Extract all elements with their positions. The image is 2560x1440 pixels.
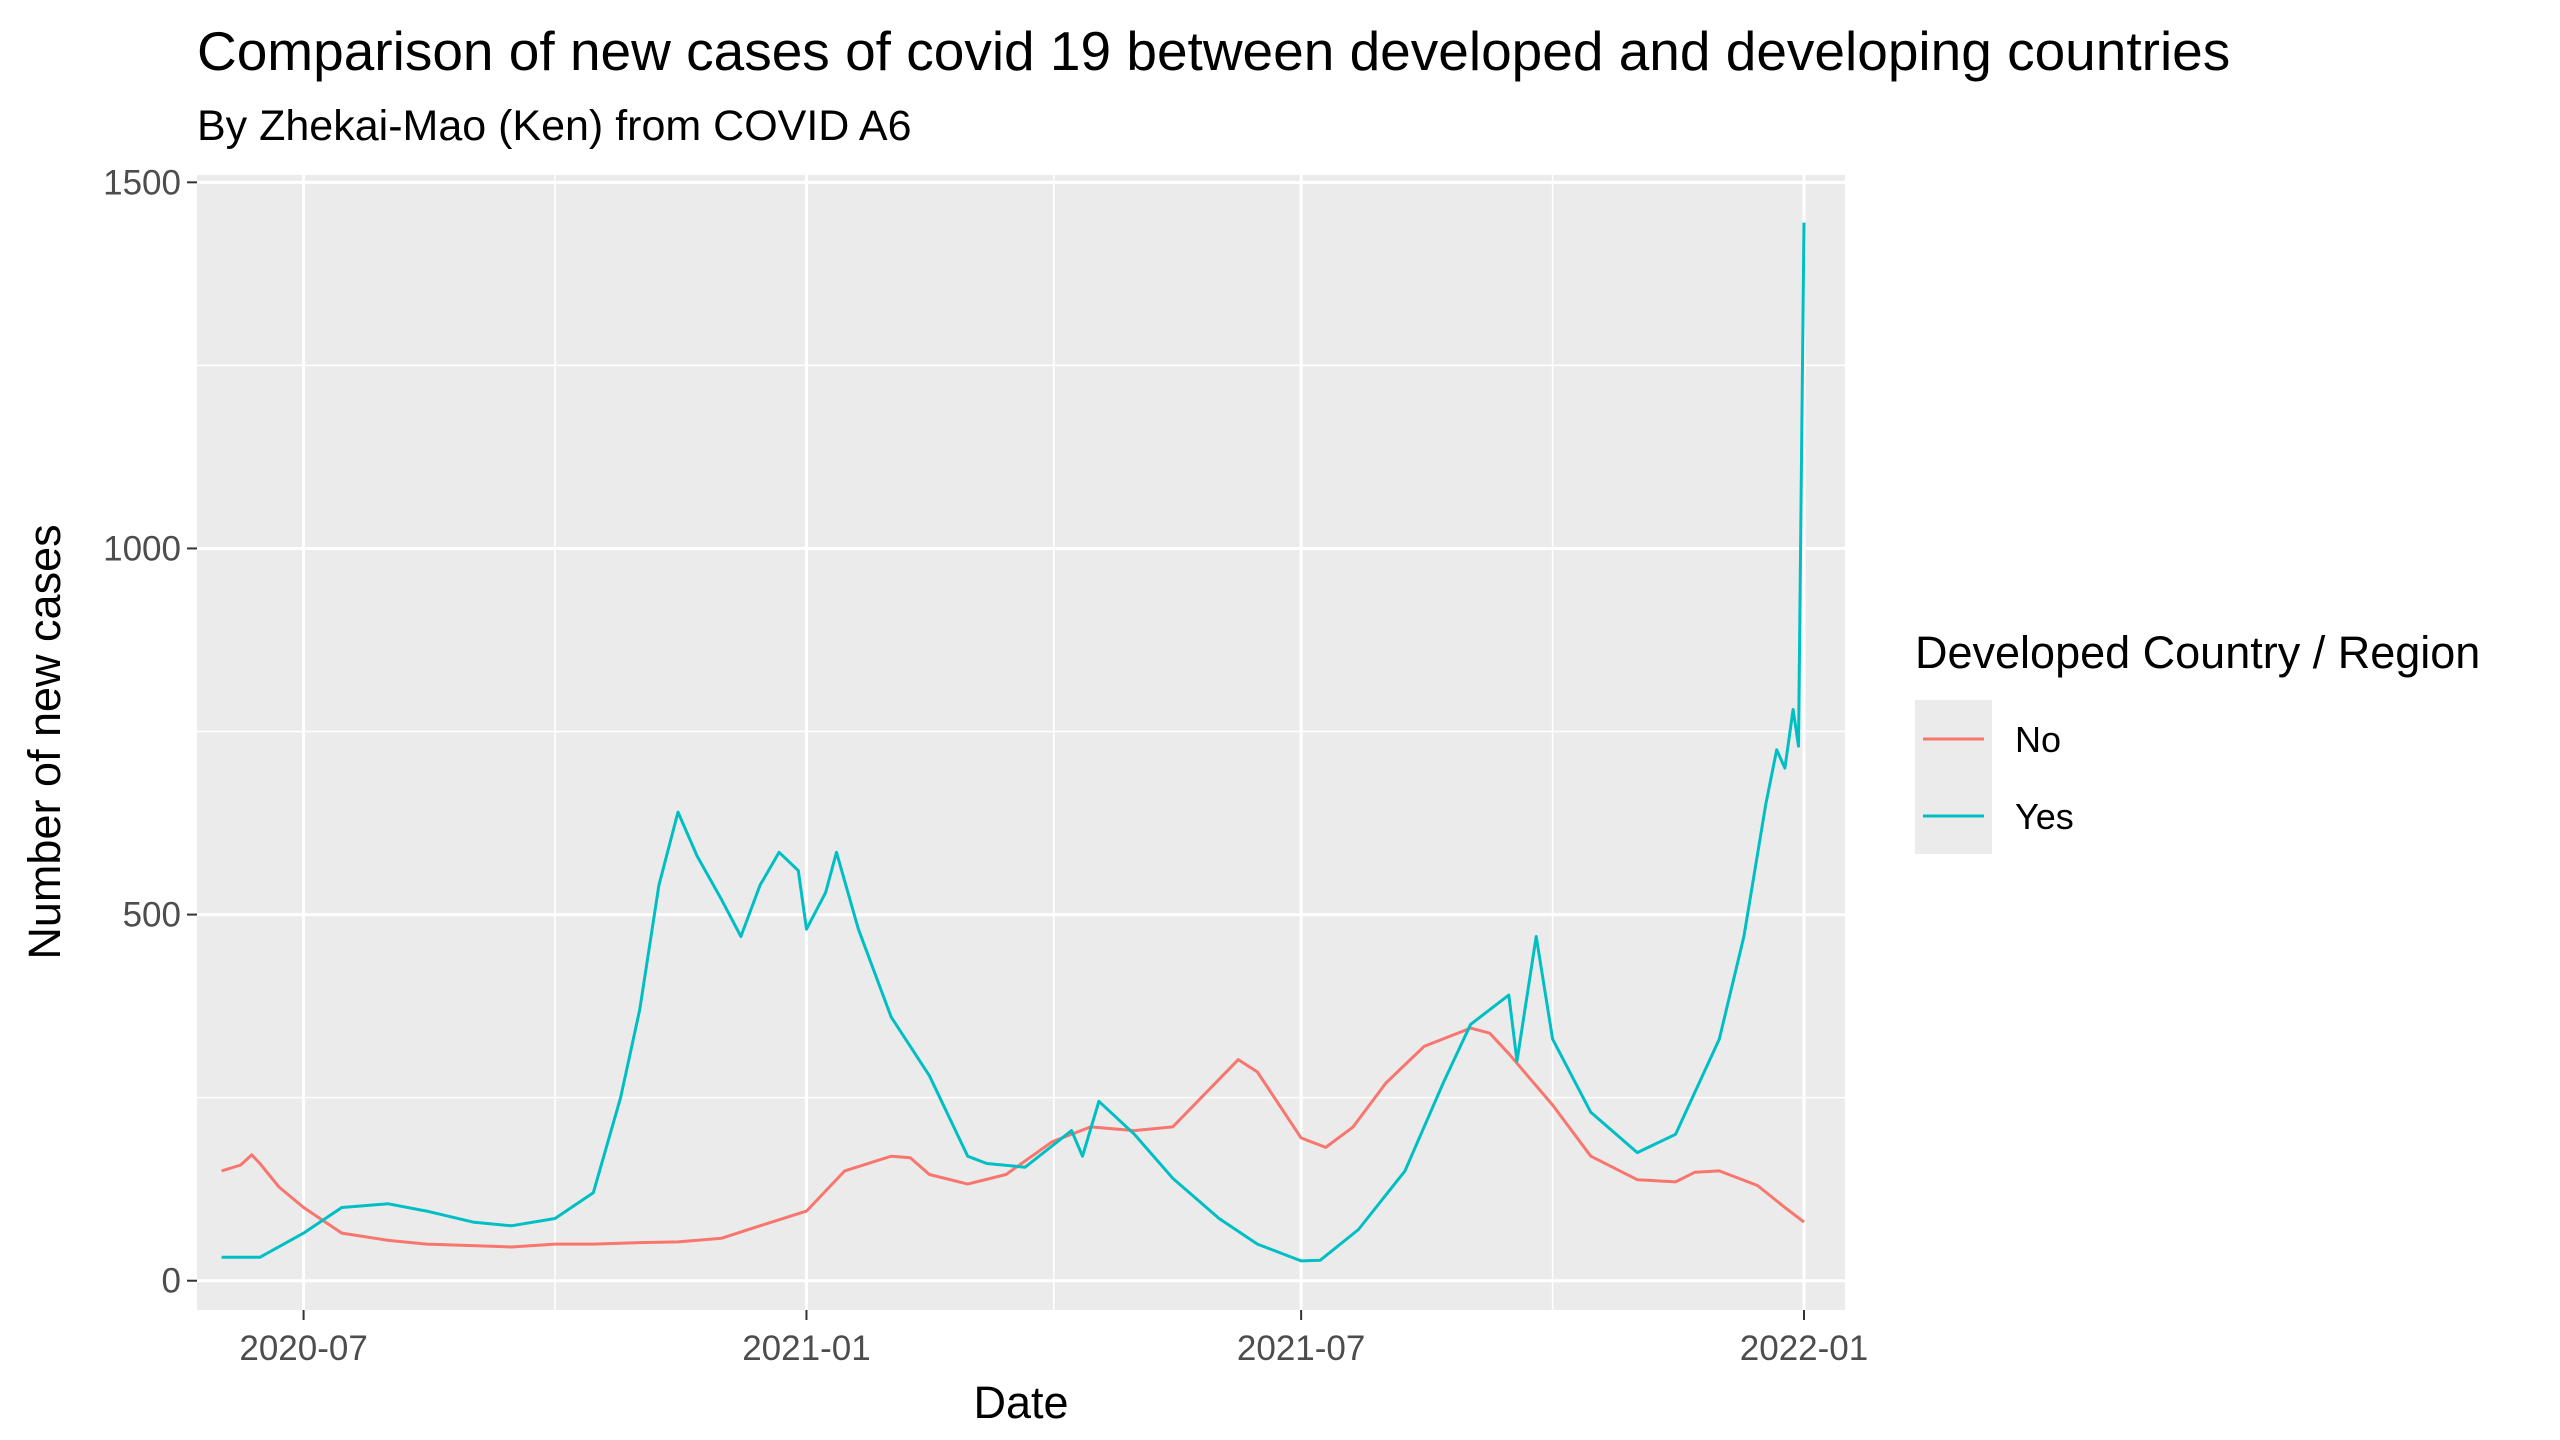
x-axis: 2020-07 2021-01 2021-07 2022-01 (239, 1310, 1868, 1368)
legend-label-yes: Yes (2015, 796, 2074, 837)
legend-label-no: No (2015, 719, 2061, 760)
x-tick-label: 2021-01 (742, 1329, 870, 1368)
x-axis-title: Date (973, 1377, 1068, 1428)
x-tick-label: 2022-01 (1740, 1329, 1868, 1368)
series-line-yes (221, 222, 1806, 1263)
legend: Developed Country / Region No Yes (1915, 627, 2480, 854)
series-lines (221, 222, 1806, 1263)
chart-title: Comparison of new cases of covid 19 betw… (197, 20, 2230, 82)
grid-minor (197, 175, 1845, 1310)
plot-panel (197, 175, 1845, 1310)
legend-title: Developed Country / Region (1915, 627, 2480, 678)
legend-key-background (1915, 700, 1992, 854)
y-tick-label: 500 (123, 896, 181, 935)
y-axis: 0 500 1000 1500 (103, 163, 197, 1301)
series-line-no (221, 1026, 1805, 1249)
chart-subtitle: By Zhekai-Mao (Ken) from COVID A6 (197, 102, 912, 150)
x-tick-label: 2021-07 (1237, 1329, 1365, 1368)
grid-major (197, 175, 1845, 1310)
y-tick-label: 1000 (103, 529, 181, 568)
y-tick-label: 0 (162, 1262, 181, 1301)
y-axis-title: Number of new cases (19, 524, 70, 959)
x-tick-label: 2020-07 (239, 1329, 367, 1368)
y-tick-label: 1500 (103, 163, 181, 202)
